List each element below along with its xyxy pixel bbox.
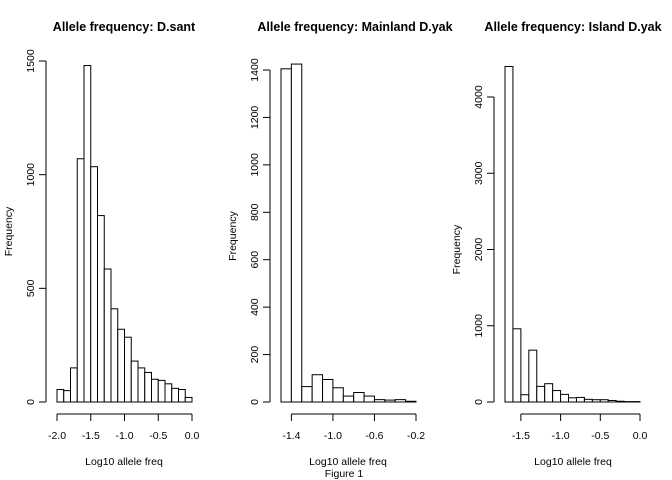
- x-tick-label: -1.0: [115, 430, 133, 442]
- chart-title: Allele frequency: D.sant: [53, 20, 196, 34]
- histogram-bar: [144, 371, 152, 403]
- y-axis-label: Frequency: [3, 206, 15, 256]
- x-tick-label: -2.0: [48, 430, 66, 442]
- histogram-bar: [373, 399, 386, 403]
- histogram-bar: [544, 383, 554, 403]
- y-tick-label: 0: [249, 399, 261, 405]
- y-tick-label: 1500: [25, 49, 37, 73]
- x-tick-label: -1.4: [282, 430, 300, 442]
- chart-title: Allele frequency: Mainland D.yak: [257, 20, 452, 34]
- histogram-bar: [157, 379, 166, 403]
- x-tick-label: -0.6: [365, 430, 383, 442]
- histogram-bar: [342, 395, 355, 403]
- histogram-bar: [301, 386, 313, 403]
- x-tick-label: 0.0: [633, 430, 648, 442]
- histogram-bar: [575, 396, 585, 403]
- histogram-bar: [280, 68, 292, 403]
- y-tick-label: 0: [473, 399, 485, 405]
- y-tick-label: 400: [249, 298, 261, 316]
- histogram-bar: [520, 394, 530, 403]
- histogram-bar: [97, 215, 105, 403]
- histogram-bar: [184, 396, 193, 403]
- y-tick-label: 1000: [249, 153, 261, 177]
- histogram-bar: [394, 399, 407, 403]
- histogram-bar: [290, 63, 303, 403]
- histogram-bar: [130, 360, 139, 403]
- y-tick-label: 1000: [25, 163, 37, 187]
- histogram-bar: [70, 367, 78, 403]
- y-tick-label: 800: [249, 203, 261, 221]
- histogram-bar: [164, 383, 173, 403]
- y-axis-label: Frequency: [451, 224, 463, 274]
- x-tick-label: -1.5: [82, 430, 100, 442]
- x-tick-label: -0.2: [407, 430, 425, 442]
- histogram-bar: [103, 268, 112, 403]
- histogram-bar: [568, 397, 577, 403]
- x-tick-label: 0.0: [185, 430, 200, 442]
- y-tick-label: 600: [249, 251, 261, 269]
- y-tick-label: 0: [25, 399, 37, 405]
- figure-caption: Figure 1: [325, 468, 364, 480]
- chart-title: Allele frequency: Island D.yak: [484, 20, 661, 34]
- histogram-bar: [56, 388, 65, 403]
- histogram-bar: [560, 393, 570, 403]
- histogram-bar: [552, 390, 562, 403]
- histogram-bar: [528, 349, 538, 403]
- histogram-panel-1: Allele frequency: D.sant 0 500 1000 1500 -2.0…: [3, 20, 199, 468]
- histogram-bar: [171, 387, 179, 403]
- x-axis-label: Log10 allele freq: [85, 456, 163, 468]
- histogram-bar: [151, 378, 159, 403]
- y-tick-label: 500: [25, 279, 37, 297]
- histogram-bar: [311, 374, 324, 403]
- x-tick-label: -1.0: [324, 430, 342, 442]
- histogram-bar: [405, 400, 417, 403]
- histogram-bar: [63, 390, 71, 403]
- histogram-bar: [76, 158, 85, 403]
- histogram-bar: [599, 399, 609, 403]
- histogram-bar: [178, 388, 186, 403]
- x-tick-label: -1.5: [512, 430, 530, 442]
- y-tick-label: 200: [249, 346, 261, 364]
- y-axis-label: Frequency: [227, 210, 239, 260]
- histogram-bar: [607, 399, 617, 403]
- histogram-bar: [117, 328, 125, 403]
- y-tick-label: 1000: [473, 314, 485, 338]
- x-tick-label: -0.5: [149, 430, 167, 442]
- histogram-bar: [384, 399, 396, 403]
- histogram-bar: [322, 378, 334, 403]
- histogram-bar: [615, 400, 625, 403]
- x-tick-label: -1.0: [552, 430, 570, 442]
- histogram-bar: [110, 308, 119, 403]
- x-axis-label: Log10 allele freq: [309, 456, 387, 468]
- x-tick-label: -0.5: [591, 430, 609, 442]
- y-tick-label: 4000: [473, 85, 485, 109]
- histogram-bar: [90, 166, 98, 403]
- x-axis-label: Log10 allele freq: [534, 456, 612, 468]
- histogram-bar: [137, 367, 146, 403]
- y-tick-label: 1400: [249, 58, 261, 82]
- histogram-bar: [536, 385, 546, 403]
- histogram-bar: [332, 387, 344, 403]
- histogram-panel-2: Allele frequency: Mainland D.yak 0 200 400 6…: [227, 20, 453, 468]
- histogram-bar: [124, 336, 132, 403]
- histogram-panel-3: Allele frequency: Island D.yak 0 1000 2000 3…: [451, 20, 662, 468]
- y-tick-label: 3000: [473, 161, 485, 185]
- y-tick-label: 2000: [473, 238, 485, 262]
- histogram-bar: [512, 328, 522, 403]
- histogram-panels: Allele frequency: D.sant 0 500 1000 1500 -2.0…: [3, 20, 662, 468]
- histogram-bar: [504, 66, 514, 403]
- histogram-bar: [583, 398, 593, 403]
- histogram-bar: [363, 395, 375, 403]
- y-tick-label: 1200: [249, 106, 261, 130]
- histogram-bar: [83, 65, 92, 403]
- histogram-bar: [591, 399, 601, 403]
- histogram-bar: [353, 392, 365, 403]
